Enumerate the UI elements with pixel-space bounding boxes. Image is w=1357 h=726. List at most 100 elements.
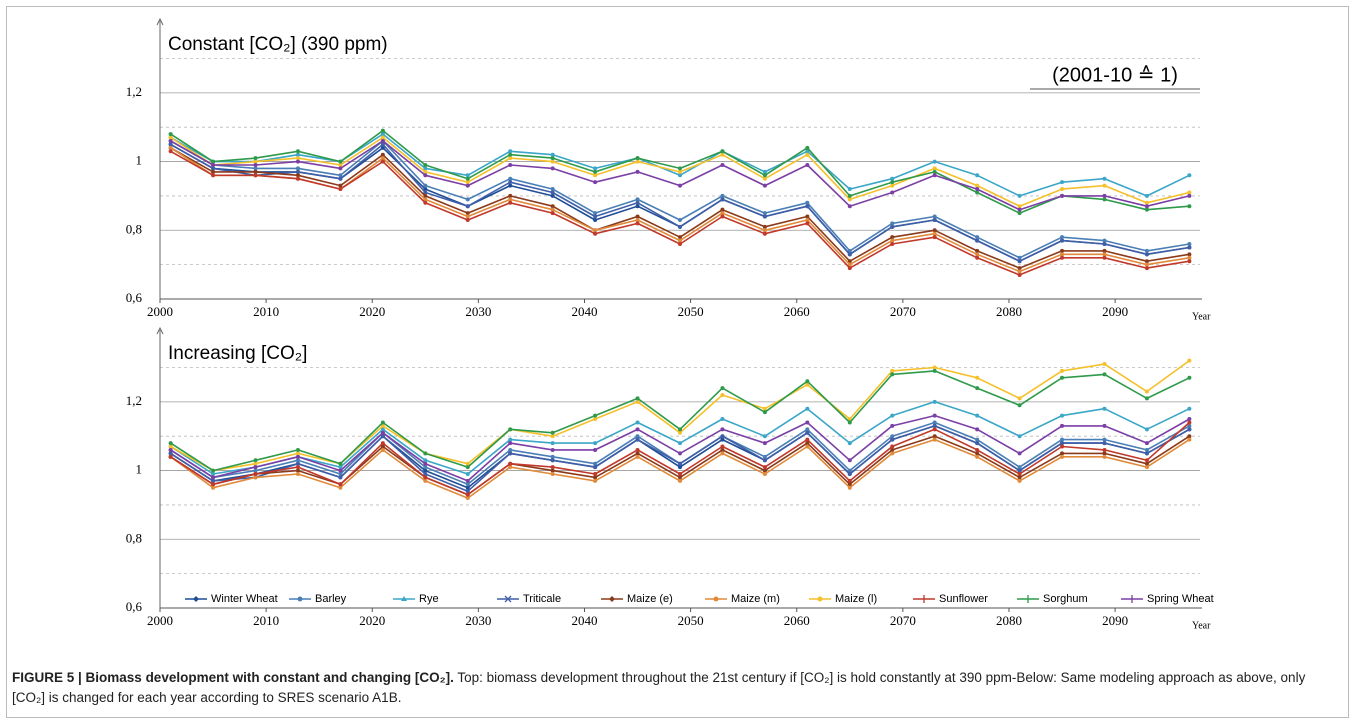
series-point <box>423 183 428 188</box>
series-point <box>423 465 428 470</box>
series-point <box>550 454 555 459</box>
series-point <box>1187 417 1192 422</box>
series-point <box>678 465 682 470</box>
series-point <box>1060 451 1065 456</box>
series-point <box>253 163 258 167</box>
series-point <box>1144 465 1149 470</box>
x-tick-label: 2090 <box>1102 304 1128 319</box>
series-point <box>635 454 640 459</box>
series-point <box>168 441 173 446</box>
series-point <box>593 211 598 216</box>
series-point <box>465 180 470 185</box>
series-point <box>211 163 216 167</box>
series-point <box>465 489 470 494</box>
series-point <box>678 242 682 247</box>
series-point <box>890 221 895 226</box>
series-point <box>253 461 258 466</box>
series-point <box>465 197 470 202</box>
series-point <box>423 166 428 171</box>
series-point <box>1102 193 1107 198</box>
series-point <box>932 423 937 428</box>
x-axis-label: Year <box>1192 620 1211 631</box>
series-point <box>508 427 513 432</box>
series-point <box>508 163 513 167</box>
series-point <box>295 458 300 463</box>
y-tick-label: 1 <box>136 462 143 477</box>
series-point <box>508 441 513 446</box>
series-point <box>423 475 428 480</box>
series-point <box>805 382 810 387</box>
series-point <box>975 183 980 188</box>
series-point <box>508 193 513 198</box>
series-point <box>168 149 173 154</box>
series-point <box>890 447 895 452</box>
series-point <box>805 145 810 150</box>
series-point <box>762 441 767 446</box>
series-point <box>1144 451 1149 456</box>
series-point <box>720 193 725 198</box>
legend-label: Barley <box>315 593 347 605</box>
series-point <box>1060 235 1065 240</box>
series-point <box>1144 207 1149 212</box>
series-point <box>1017 451 1022 456</box>
series-point <box>253 458 258 463</box>
series-point <box>1102 441 1107 446</box>
series-point <box>550 472 555 476</box>
series-point <box>465 183 470 188</box>
x-tick-label: 2020 <box>359 304 385 319</box>
series-point <box>720 434 725 439</box>
x-tick-label: 2040 <box>571 304 597 319</box>
series-point <box>975 437 980 442</box>
legend-label: Sunflower <box>939 593 988 605</box>
legend-marker <box>297 596 303 602</box>
legend-label: Winter Wheat <box>211 593 278 605</box>
series-point <box>847 417 852 422</box>
series-point <box>1060 180 1065 185</box>
series-point <box>253 465 258 470</box>
series-point <box>423 190 428 195</box>
series-point <box>423 187 428 192</box>
series-point <box>550 468 555 473</box>
legend-marker <box>193 596 199 602</box>
series-point <box>253 169 258 174</box>
x-tick-label: 2060 <box>784 613 810 628</box>
series-point <box>762 458 767 463</box>
series-point <box>890 183 895 188</box>
series-point <box>508 200 513 205</box>
series-point <box>253 472 258 476</box>
series-point <box>635 156 640 161</box>
series-point <box>1017 207 1022 212</box>
series-point <box>678 430 682 435</box>
x-tick-label: 2070 <box>890 304 916 319</box>
series-point <box>1017 204 1022 209</box>
series-point <box>211 478 216 483</box>
series-point <box>975 173 980 178</box>
series-point <box>1102 454 1107 459</box>
series-point <box>1187 406 1192 411</box>
series-point <box>720 451 725 456</box>
series-point <box>975 248 980 253</box>
legend-label: Maize (l) <box>835 593 877 605</box>
series-point <box>423 193 428 198</box>
series-point <box>295 447 300 452</box>
series-point <box>423 163 428 167</box>
series-point <box>890 368 895 373</box>
chart: 0,6 0,8 1 1,2 2000 2010 2020 2030 2040 2050 2060 20… <box>126 17 1214 631</box>
series-point <box>847 441 852 446</box>
series-point <box>1102 248 1107 253</box>
series-point <box>932 235 937 240</box>
series-point <box>295 468 300 473</box>
series-point <box>380 156 385 161</box>
series-point <box>1017 272 1022 277</box>
series-point <box>720 211 725 216</box>
series-point <box>508 437 513 442</box>
series-point <box>550 211 555 216</box>
x-tick-label: 2020 <box>359 613 385 628</box>
series-point <box>593 478 598 483</box>
series-point <box>550 190 555 195</box>
series-point <box>890 437 895 442</box>
series-point <box>932 413 937 418</box>
series-point <box>593 166 598 171</box>
series-point <box>593 475 598 480</box>
